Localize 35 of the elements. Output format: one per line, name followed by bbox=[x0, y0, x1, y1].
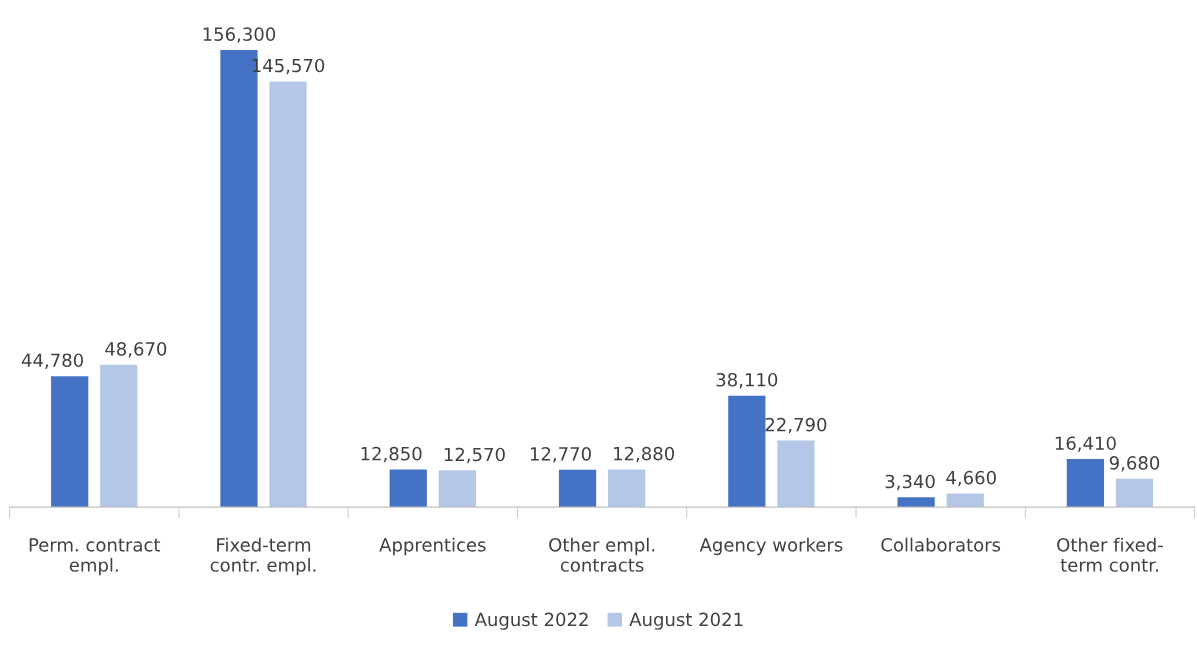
x-tick-label: Agency workers bbox=[699, 537, 843, 556]
bar bbox=[389, 469, 427, 508]
data-label: 12,850 bbox=[361, 446, 422, 463]
data-label: 44,780 bbox=[21, 353, 83, 369]
bar bbox=[728, 395, 766, 508]
data-label: 48,670 bbox=[105, 342, 167, 358]
x-tick-label: Other empl. contracts bbox=[549, 537, 655, 572]
data-label: 12,770 bbox=[530, 447, 591, 463]
data-label: 12,880 bbox=[614, 446, 675, 463]
bar bbox=[946, 493, 984, 508]
data-label: 22,790 bbox=[765, 417, 827, 434]
bar bbox=[1115, 478, 1154, 508]
data-label: 16,410 bbox=[1055, 436, 1116, 452]
x-tick-label: Apprentices bbox=[379, 537, 486, 556]
bar bbox=[51, 376, 89, 508]
data-label: 156,300 bbox=[203, 27, 276, 43]
bar bbox=[777, 440, 815, 508]
bar bbox=[897, 497, 935, 508]
x-tick-label: Other fixed- term contr. bbox=[1057, 537, 1163, 572]
bar bbox=[438, 470, 476, 508]
data-label: 12,570 bbox=[444, 447, 505, 464]
legend-label: August 2022 bbox=[474, 612, 588, 630]
bar bbox=[100, 364, 138, 508]
bar bbox=[1066, 459, 1105, 508]
data-label: 3,340 bbox=[885, 474, 935, 491]
bar bbox=[558, 469, 597, 508]
legend-label: August 2021 bbox=[629, 612, 743, 630]
data-label: 9,680 bbox=[1109, 456, 1160, 472]
x-tick-label: Collaborators bbox=[881, 537, 1001, 552]
x-tick-label: Fixed-term contr. empl. bbox=[210, 537, 316, 576]
bar bbox=[269, 81, 307, 508]
data-label: 38,110 bbox=[716, 372, 778, 389]
bar bbox=[608, 469, 646, 508]
data-label: 4,660 bbox=[946, 470, 996, 487]
x-tick-label: Perm. contract empl. bbox=[29, 538, 161, 576]
